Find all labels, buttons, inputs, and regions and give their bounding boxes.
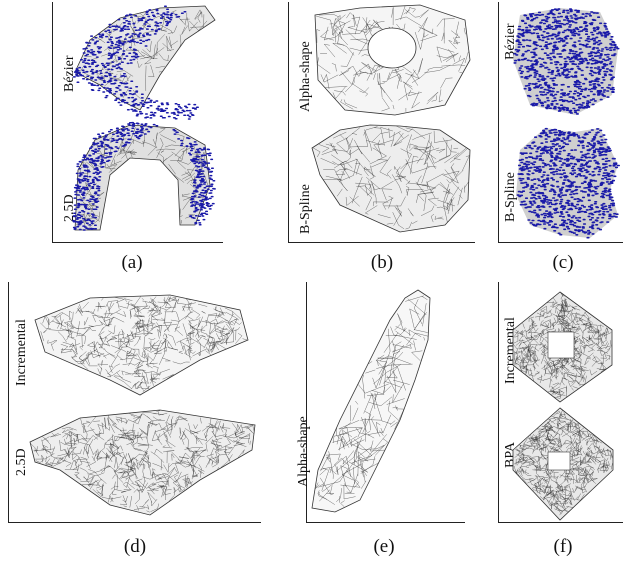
panel-d-frame <box>8 282 261 523</box>
panel-f-bottom-mesh-edges <box>513 410 614 516</box>
panel-a-bottom-points-right <box>172 128 216 226</box>
panel-e-caption: (e) <box>373 536 395 557</box>
panel-c-caption: (c) <box>552 252 574 273</box>
panel-f-caption: (f) <box>553 536 573 557</box>
panel-d-top-mesh-edges <box>40 296 248 392</box>
panel-c-frame <box>498 2 623 243</box>
panel-a-caption: (a) <box>121 252 143 273</box>
panel-a-top-points <box>72 5 199 120</box>
panel-d-bottom-mesh-edges <box>30 410 254 513</box>
panel-c-bottom-points <box>516 127 620 239</box>
panel-f-bottom-hole <box>547 451 571 471</box>
panel-b-caption: (b) <box>370 252 394 273</box>
panel-f-top-hole <box>547 331 575 359</box>
panel-c-top-points <box>513 8 620 115</box>
panel-d-bottom-mesh <box>29 409 256 516</box>
panel-b-top-hole <box>367 27 417 69</box>
panel-d-caption: (d) <box>123 536 147 557</box>
panel-e-mesh-edges <box>315 295 429 507</box>
panel-f-frame <box>498 282 623 523</box>
panel-b-frame <box>288 2 475 243</box>
panel-a-frame <box>52 2 223 243</box>
panel-e-mesh <box>311 289 431 513</box>
panel-b-bottom-mesh-edges <box>312 125 470 230</box>
panel-e-frame <box>306 282 465 523</box>
panel-a-bottom-points <box>72 121 159 231</box>
